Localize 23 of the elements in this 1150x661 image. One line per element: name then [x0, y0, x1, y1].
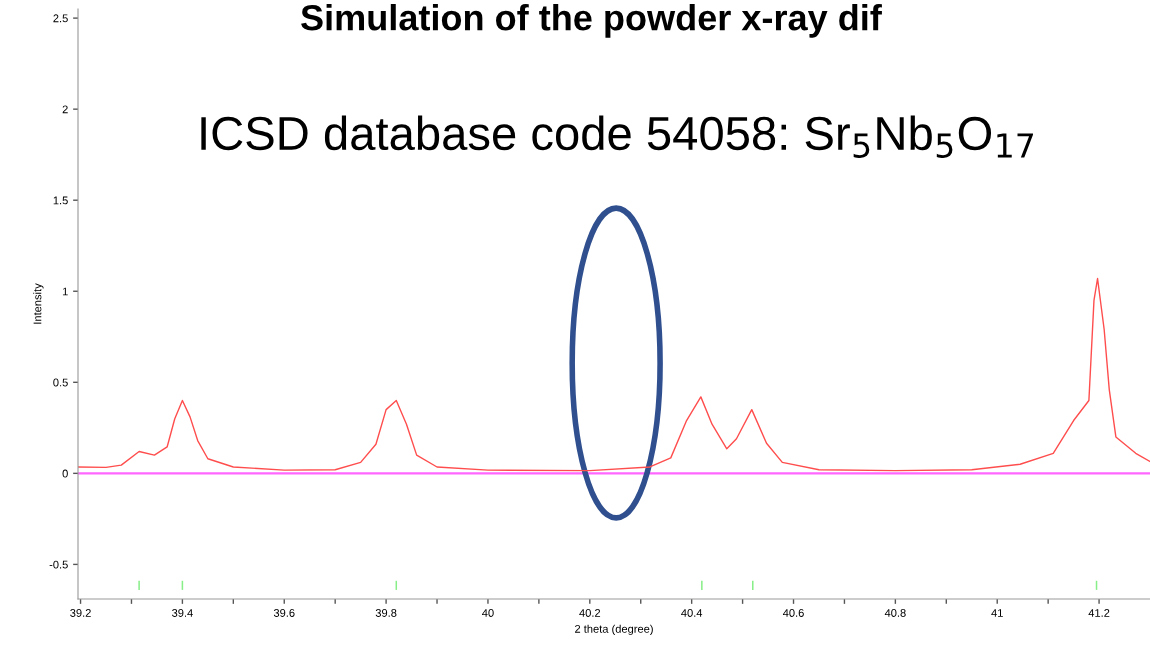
y-tick-label: 1.5	[53, 196, 68, 205]
x-tick-label: 39.6	[273, 609, 295, 617]
chart-title: Simulation of the powder x-ray dif	[301, 4, 882, 38]
y-axis-title: Intensity	[33, 283, 44, 324]
x-tick-label: 39.4	[172, 609, 193, 617]
x-tick-label: 39.2	[70, 609, 91, 617]
y-tick-label: 2.5	[53, 14, 68, 23]
x-tick-label: 40.8	[884, 609, 906, 617]
x-tick-label: 40.4	[681, 609, 703, 617]
text: ICSD database code 54058: Sr$_{5}$Nb$_{5}$O$_{17}$	[201, 115, 1033, 158]
x-tick-label: 39.8	[375, 609, 397, 617]
y-tick-label: 0	[62, 469, 68, 478]
x-tick-label: 40	[482, 609, 494, 617]
x-tick-label: 40.2	[579, 609, 601, 617]
y-tick-label: 2	[62, 105, 68, 114]
x-tick-label: 41.2	[1088, 609, 1110, 617]
y-tick-label: 0.5	[53, 378, 68, 387]
line-series	[78, 277, 1150, 472]
y-tick-label: 1	[62, 287, 68, 296]
x-tick-label: 40.6	[782, 609, 804, 617]
x-axis-title: 2 theta (degree)	[575, 624, 653, 635]
y-tick-label: -0.5	[49, 560, 68, 569]
x-tick-label: 41	[991, 609, 1003, 617]
